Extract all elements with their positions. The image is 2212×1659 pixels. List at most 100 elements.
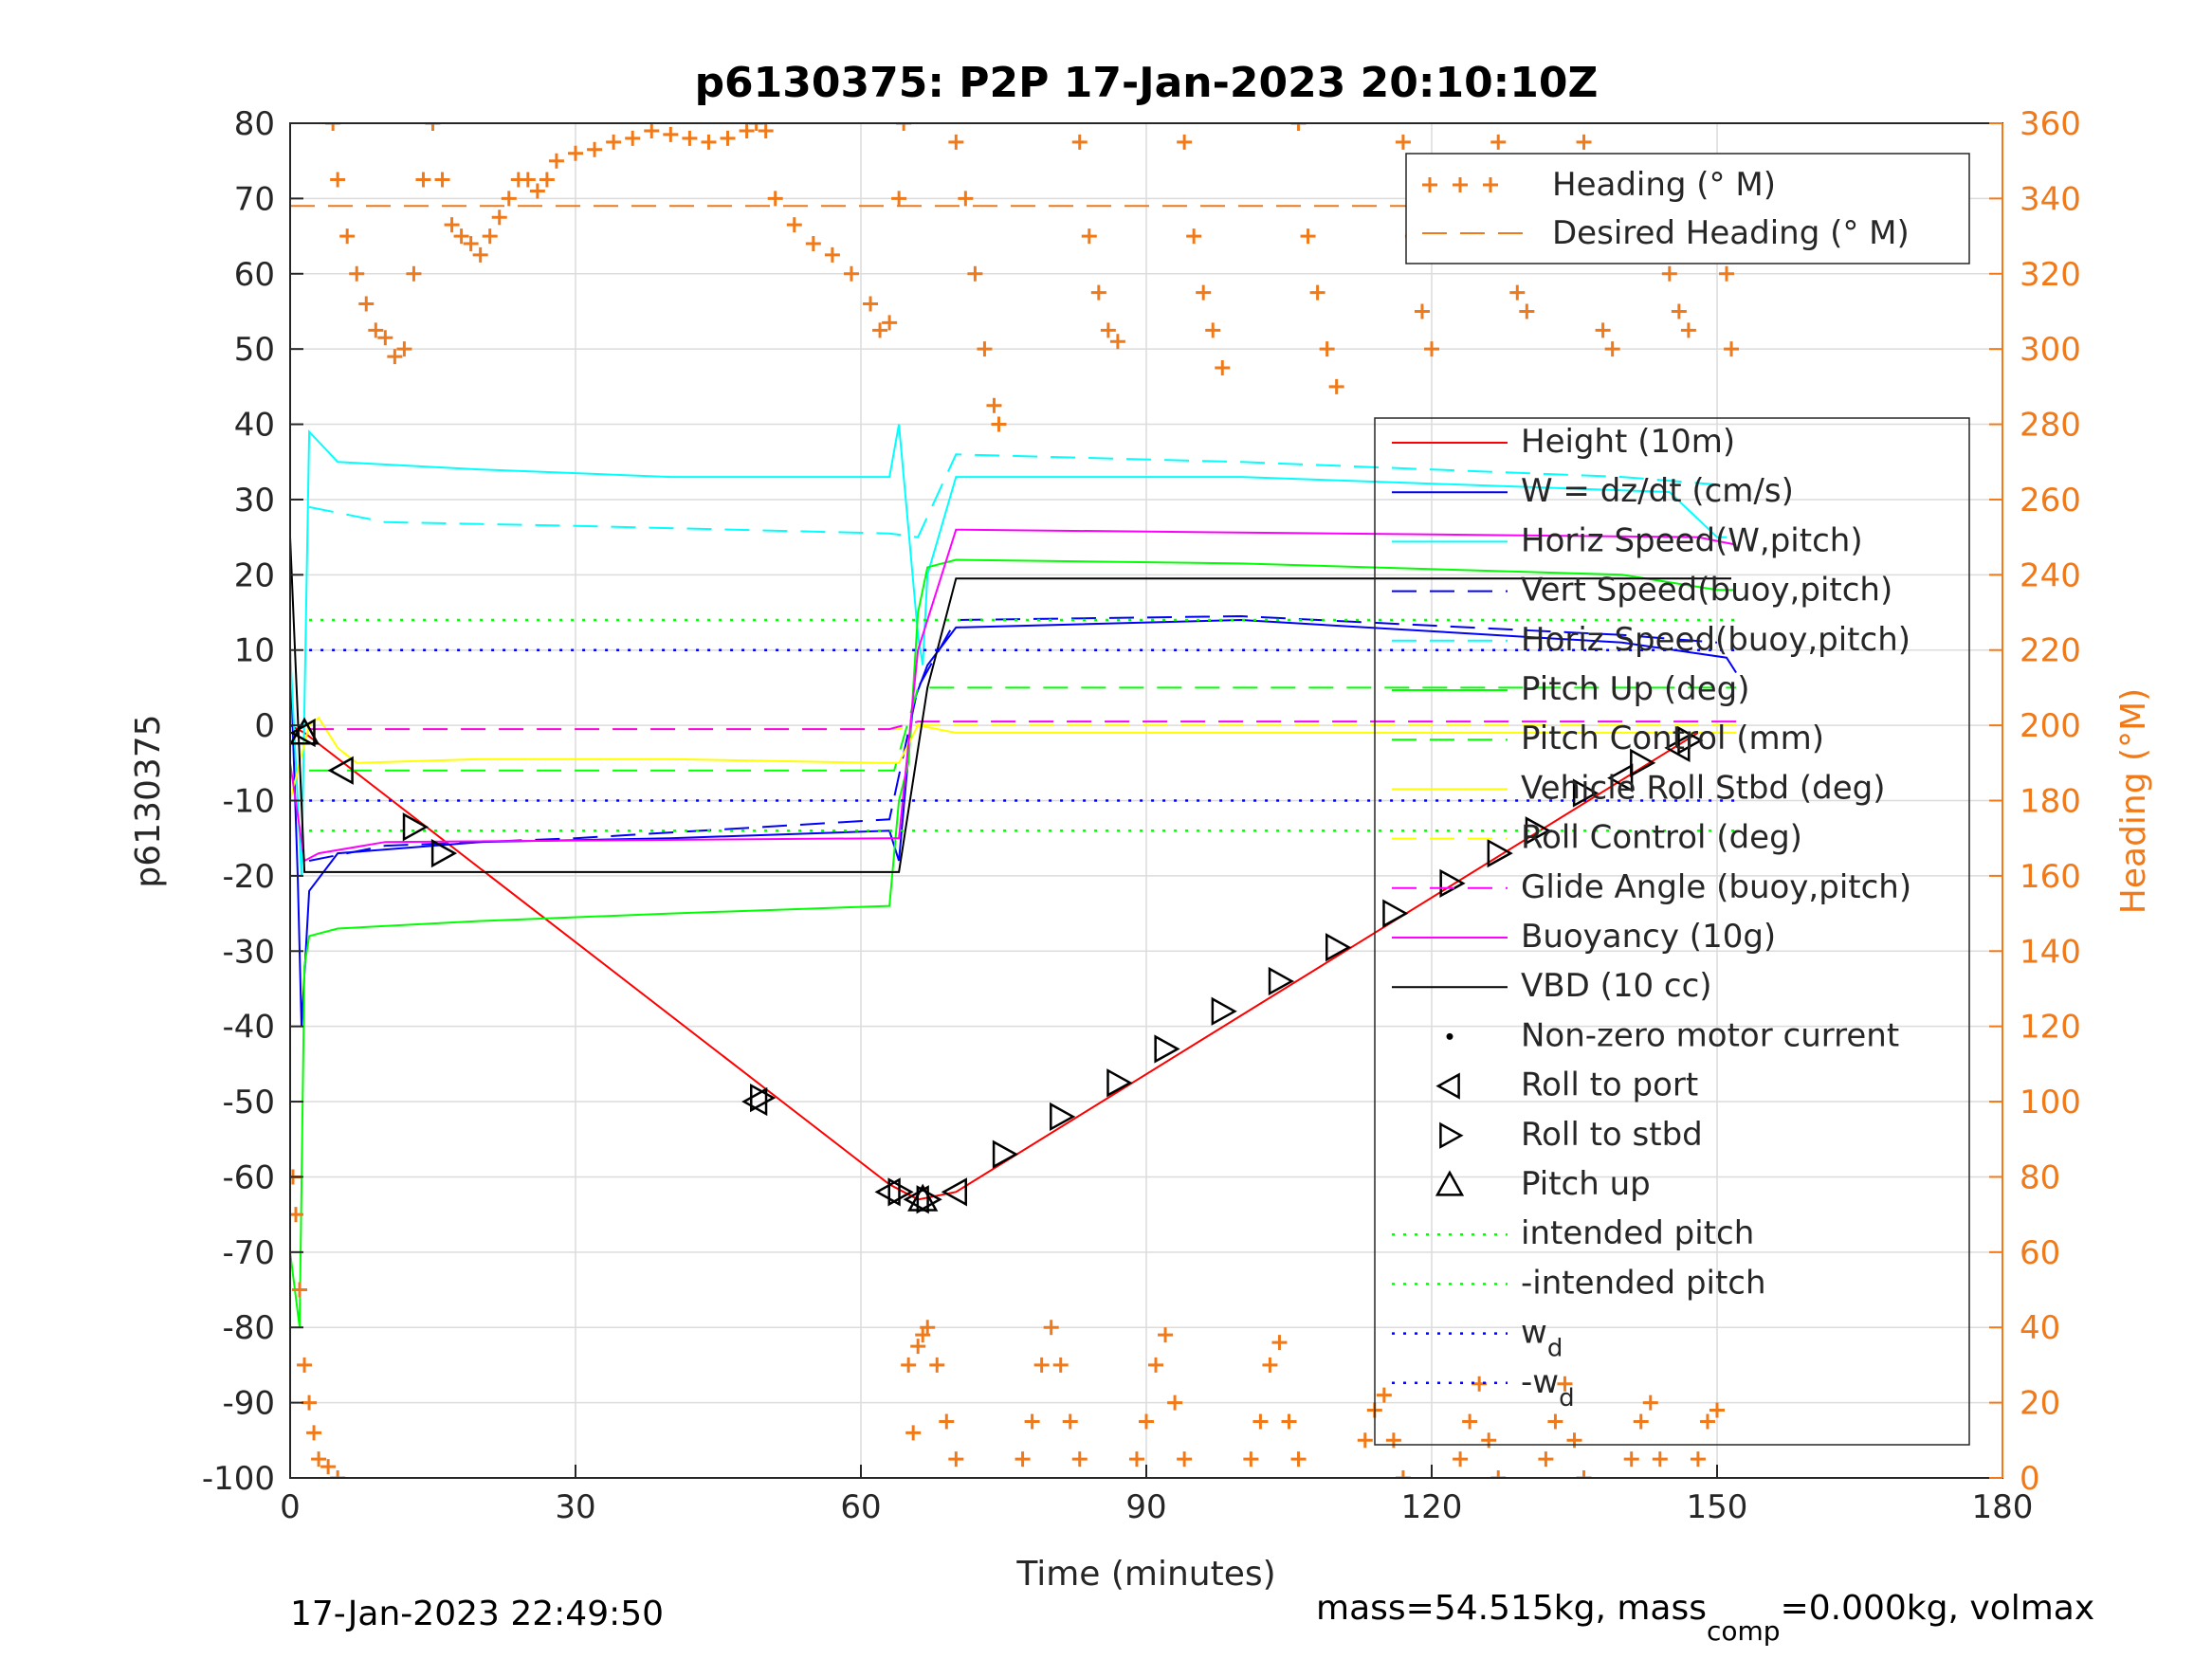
y-tick-label: -50 bbox=[222, 1084, 275, 1121]
y-tick-label: -70 bbox=[222, 1234, 275, 1272]
pitch-up-marker bbox=[290, 717, 320, 745]
heading-point bbox=[568, 145, 583, 161]
heading-point bbox=[306, 1425, 322, 1441]
heading-point bbox=[587, 141, 603, 157]
legend-sample bbox=[1435, 1170, 1465, 1196]
heading-point bbox=[1271, 1335, 1288, 1351]
footer-mass: mass=54.515kg, masscomp=0.000kg, volmax bbox=[1316, 1589, 2094, 1647]
heading-point bbox=[529, 183, 545, 199]
heading-point bbox=[1290, 1451, 1307, 1468]
pitch-up-marker bbox=[907, 1183, 939, 1212]
heading-point bbox=[1177, 1451, 1193, 1468]
heading-point bbox=[1128, 1451, 1144, 1468]
y-right-tick-label: 100 bbox=[2020, 1084, 2081, 1121]
y-tick-label: 10 bbox=[234, 632, 275, 670]
legend-label: W = dz/dt (cm/s) bbox=[1521, 472, 1794, 510]
legend-label-text: Height (10m) bbox=[1521, 423, 1735, 461]
heading-point bbox=[824, 246, 840, 263]
roll-to-stbd-marker bbox=[1382, 899, 1409, 928]
heading-point bbox=[1052, 1357, 1069, 1373]
y-right-tick-label: 220 bbox=[2020, 632, 2081, 670]
y-tick-label: -10 bbox=[222, 783, 275, 821]
heading-point bbox=[1309, 284, 1325, 301]
heading-point bbox=[1490, 1470, 1507, 1478]
heading-point bbox=[349, 265, 365, 282]
y-tick-label: 80 bbox=[234, 105, 275, 143]
series-line bbox=[290, 724, 1699, 1201]
heading-point bbox=[1177, 134, 1193, 150]
legend-sample bbox=[1439, 1121, 1464, 1149]
heading-point bbox=[368, 322, 384, 338]
legend-label-text: Vert Speed(buoy,pitch) bbox=[1521, 572, 1892, 610]
legend-label: Glide Angle (buoy,pitch) bbox=[1521, 868, 1911, 906]
roll-to-port-marker bbox=[327, 756, 354, 785]
heading-legend-box bbox=[1405, 153, 1970, 264]
legend-label-text: intended pitch bbox=[1521, 1214, 1754, 1252]
y-axis-label: p6130375 bbox=[129, 714, 168, 887]
roll-to-stbd-marker bbox=[1325, 933, 1352, 962]
series-line bbox=[309, 686, 1737, 772]
legend-label: Buoyancy (10g) bbox=[1521, 918, 1776, 956]
y-right-tick-label: 0 bbox=[2020, 1460, 2040, 1498]
heading-point bbox=[520, 172, 536, 188]
heading-point bbox=[843, 265, 859, 282]
heading-point bbox=[748, 123, 764, 131]
main-legend-box bbox=[1374, 417, 1970, 1446]
heading-point bbox=[1709, 1402, 1725, 1418]
heading-legend-sample bbox=[1483, 177, 1498, 192]
main-legend: Height (10m) W = dz/dt (cm/s) Horiz Speed(… bbox=[1374, 417, 1970, 1446]
y-right-tick-label: 80 bbox=[2020, 1158, 2060, 1196]
heading-point bbox=[929, 1357, 945, 1373]
heading-point bbox=[967, 265, 983, 282]
y-tick-label: 60 bbox=[234, 256, 275, 294]
y-tick-label: -100 bbox=[202, 1460, 275, 1498]
roll-to-stbd-marker bbox=[430, 838, 458, 868]
legend-entries: Height (10m) W = dz/dt (cm/s) Horiz Speed(… bbox=[1392, 423, 1911, 1413]
heading-point bbox=[758, 123, 774, 138]
heading-point bbox=[920, 1320, 936, 1336]
x-axis-label: Time (minutes) bbox=[1015, 1555, 1275, 1594]
heading-point bbox=[311, 1451, 327, 1468]
legend-label: Pitch Up (deg) bbox=[1521, 670, 1749, 708]
legend-label-text: VBD (10 cc) bbox=[1521, 967, 1712, 1005]
legend-label-text: -w bbox=[1521, 1363, 1559, 1401]
heading-point bbox=[1196, 284, 1212, 301]
legend-label: intended pitch bbox=[1521, 1214, 1754, 1252]
heading-point bbox=[434, 172, 450, 188]
heading-point bbox=[1395, 134, 1411, 150]
legend-label: Height (10m) bbox=[1521, 423, 1735, 461]
heading-point bbox=[1300, 228, 1316, 245]
heading-point bbox=[872, 322, 888, 338]
heading-point bbox=[1414, 303, 1430, 319]
roll-to-stbd-marker bbox=[1487, 838, 1513, 868]
roll-to-stbd-marker bbox=[992, 1139, 1019, 1169]
heading-point bbox=[1109, 334, 1125, 350]
heading-point bbox=[1262, 1357, 1278, 1373]
y-right-tick-label: 160 bbox=[2020, 858, 2081, 896]
y-right-tick-label: 140 bbox=[2020, 933, 2081, 971]
heading-point bbox=[786, 217, 802, 233]
heading-point bbox=[767, 191, 783, 207]
heading-point bbox=[491, 210, 507, 226]
legend-label: VBD (10 cc) bbox=[1521, 967, 1712, 1005]
heading-point bbox=[896, 123, 912, 131]
heading-point bbox=[539, 172, 555, 188]
heading-point bbox=[948, 1451, 964, 1468]
heading-point bbox=[425, 123, 441, 131]
heading-point bbox=[330, 1470, 346, 1478]
legend-label-text: Glide Angle (buoy,pitch) bbox=[1521, 868, 1911, 906]
series-layer bbox=[290, 205, 1737, 1328]
legend-label-text: Roll to port bbox=[1521, 1066, 1698, 1104]
roll-to-stbd-marker bbox=[1525, 816, 1551, 846]
legend-label: Roll to stbd bbox=[1521, 1116, 1703, 1154]
heading-point bbox=[1576, 1470, 1592, 1478]
footer-mass-post: =0.000kg, volmax bbox=[1781, 1589, 2095, 1628]
legend-label: Pitch up bbox=[1521, 1165, 1651, 1203]
footer-mass-sub: comp bbox=[1707, 1615, 1781, 1647]
heading-point bbox=[948, 134, 964, 150]
y-right-tick-label: 340 bbox=[2020, 180, 2081, 218]
legend-label-text: -intended pitch bbox=[1521, 1264, 1766, 1302]
heading-point bbox=[1519, 303, 1535, 319]
heading-point bbox=[1158, 1327, 1174, 1343]
